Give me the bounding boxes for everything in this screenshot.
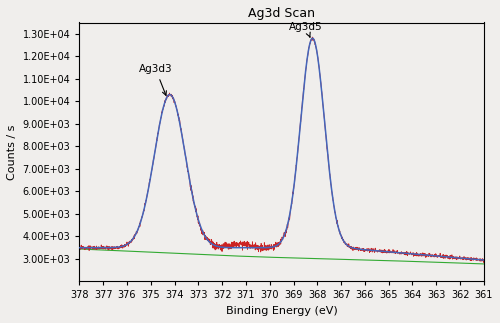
Title: Ag3d Scan: Ag3d Scan bbox=[248, 7, 315, 20]
X-axis label: Binding Energy (eV): Binding Energy (eV) bbox=[226, 306, 338, 316]
Text: Ag3d3: Ag3d3 bbox=[139, 64, 172, 95]
Y-axis label: Counts / s: Counts / s bbox=[7, 124, 17, 180]
Text: Ag3d5: Ag3d5 bbox=[289, 22, 322, 37]
